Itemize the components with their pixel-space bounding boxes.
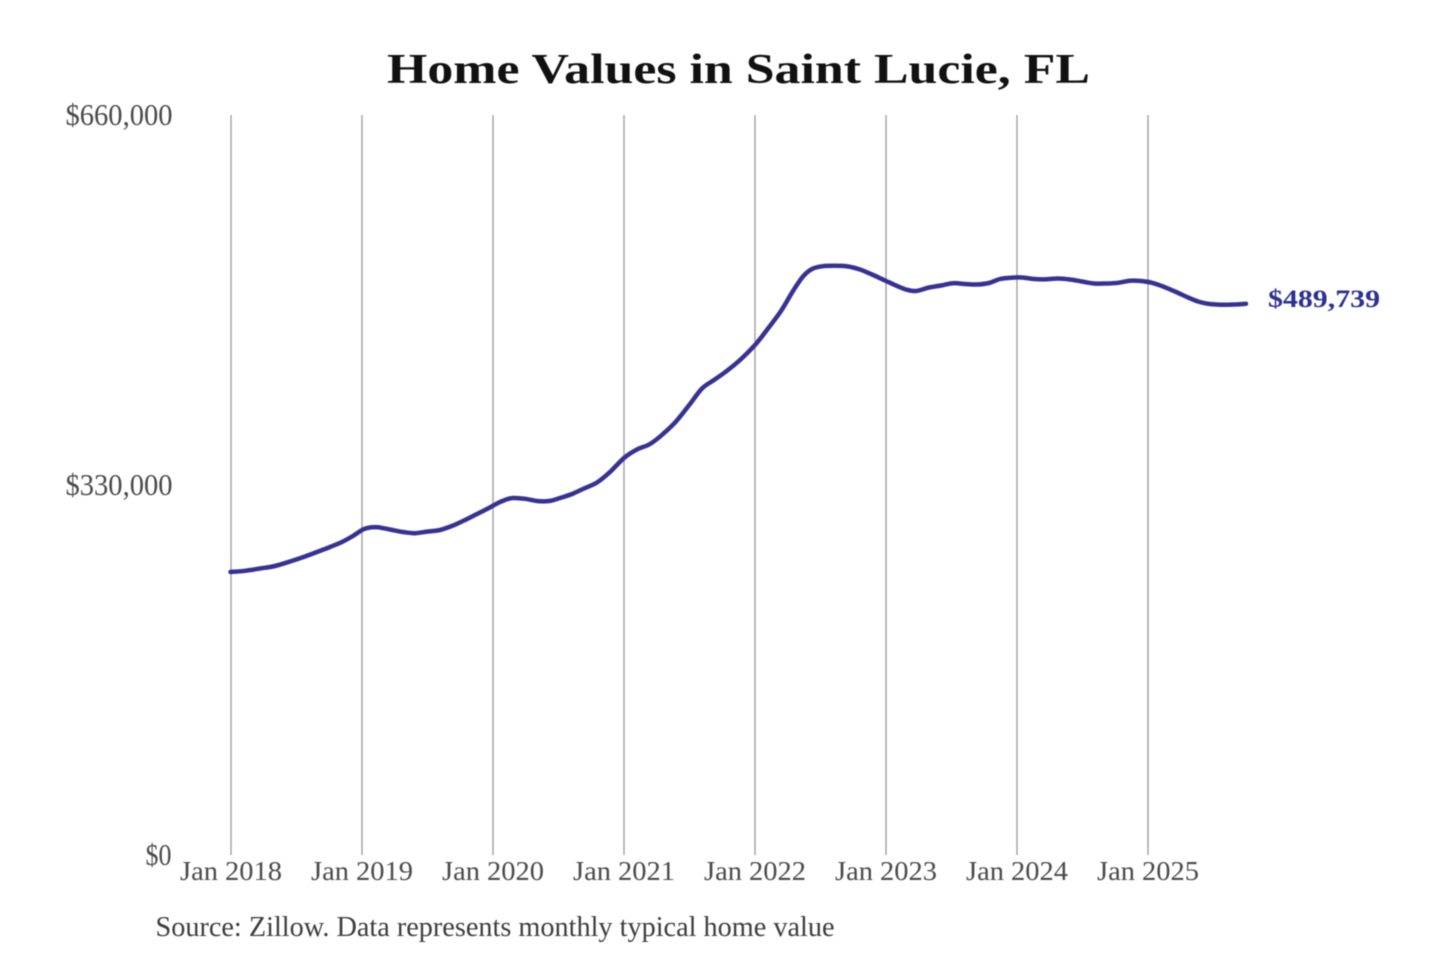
- svg-text:Jan 2019: Jan 2019: [311, 856, 413, 886]
- svg-text:Home Values in Saint Lucie, FL: Home Values in Saint Lucie, FL: [387, 47, 1090, 93]
- svg-text:Jan 2025: Jan 2025: [1097, 856, 1199, 886]
- svg-text:Jan 2021: Jan 2021: [573, 856, 675, 886]
- svg-text:Source: Zillow. Data represent: Source: Zillow. Data represents monthly …: [156, 912, 835, 943]
- svg-text:Jan 2024: Jan 2024: [966, 856, 1069, 886]
- svg-text:Jan 2020: Jan 2020: [442, 856, 544, 886]
- svg-text:$660,000: $660,000: [66, 97, 173, 132]
- svg-text:$489,739: $489,739: [1268, 286, 1380, 313]
- svg-text:$0: $0: [146, 837, 172, 872]
- svg-text:Jan 2018: Jan 2018: [180, 856, 282, 886]
- svg-text:Jan 2022: Jan 2022: [704, 856, 806, 886]
- svg-text:$330,000: $330,000: [66, 467, 173, 502]
- svg-text:Jan 2023: Jan 2023: [835, 856, 937, 886]
